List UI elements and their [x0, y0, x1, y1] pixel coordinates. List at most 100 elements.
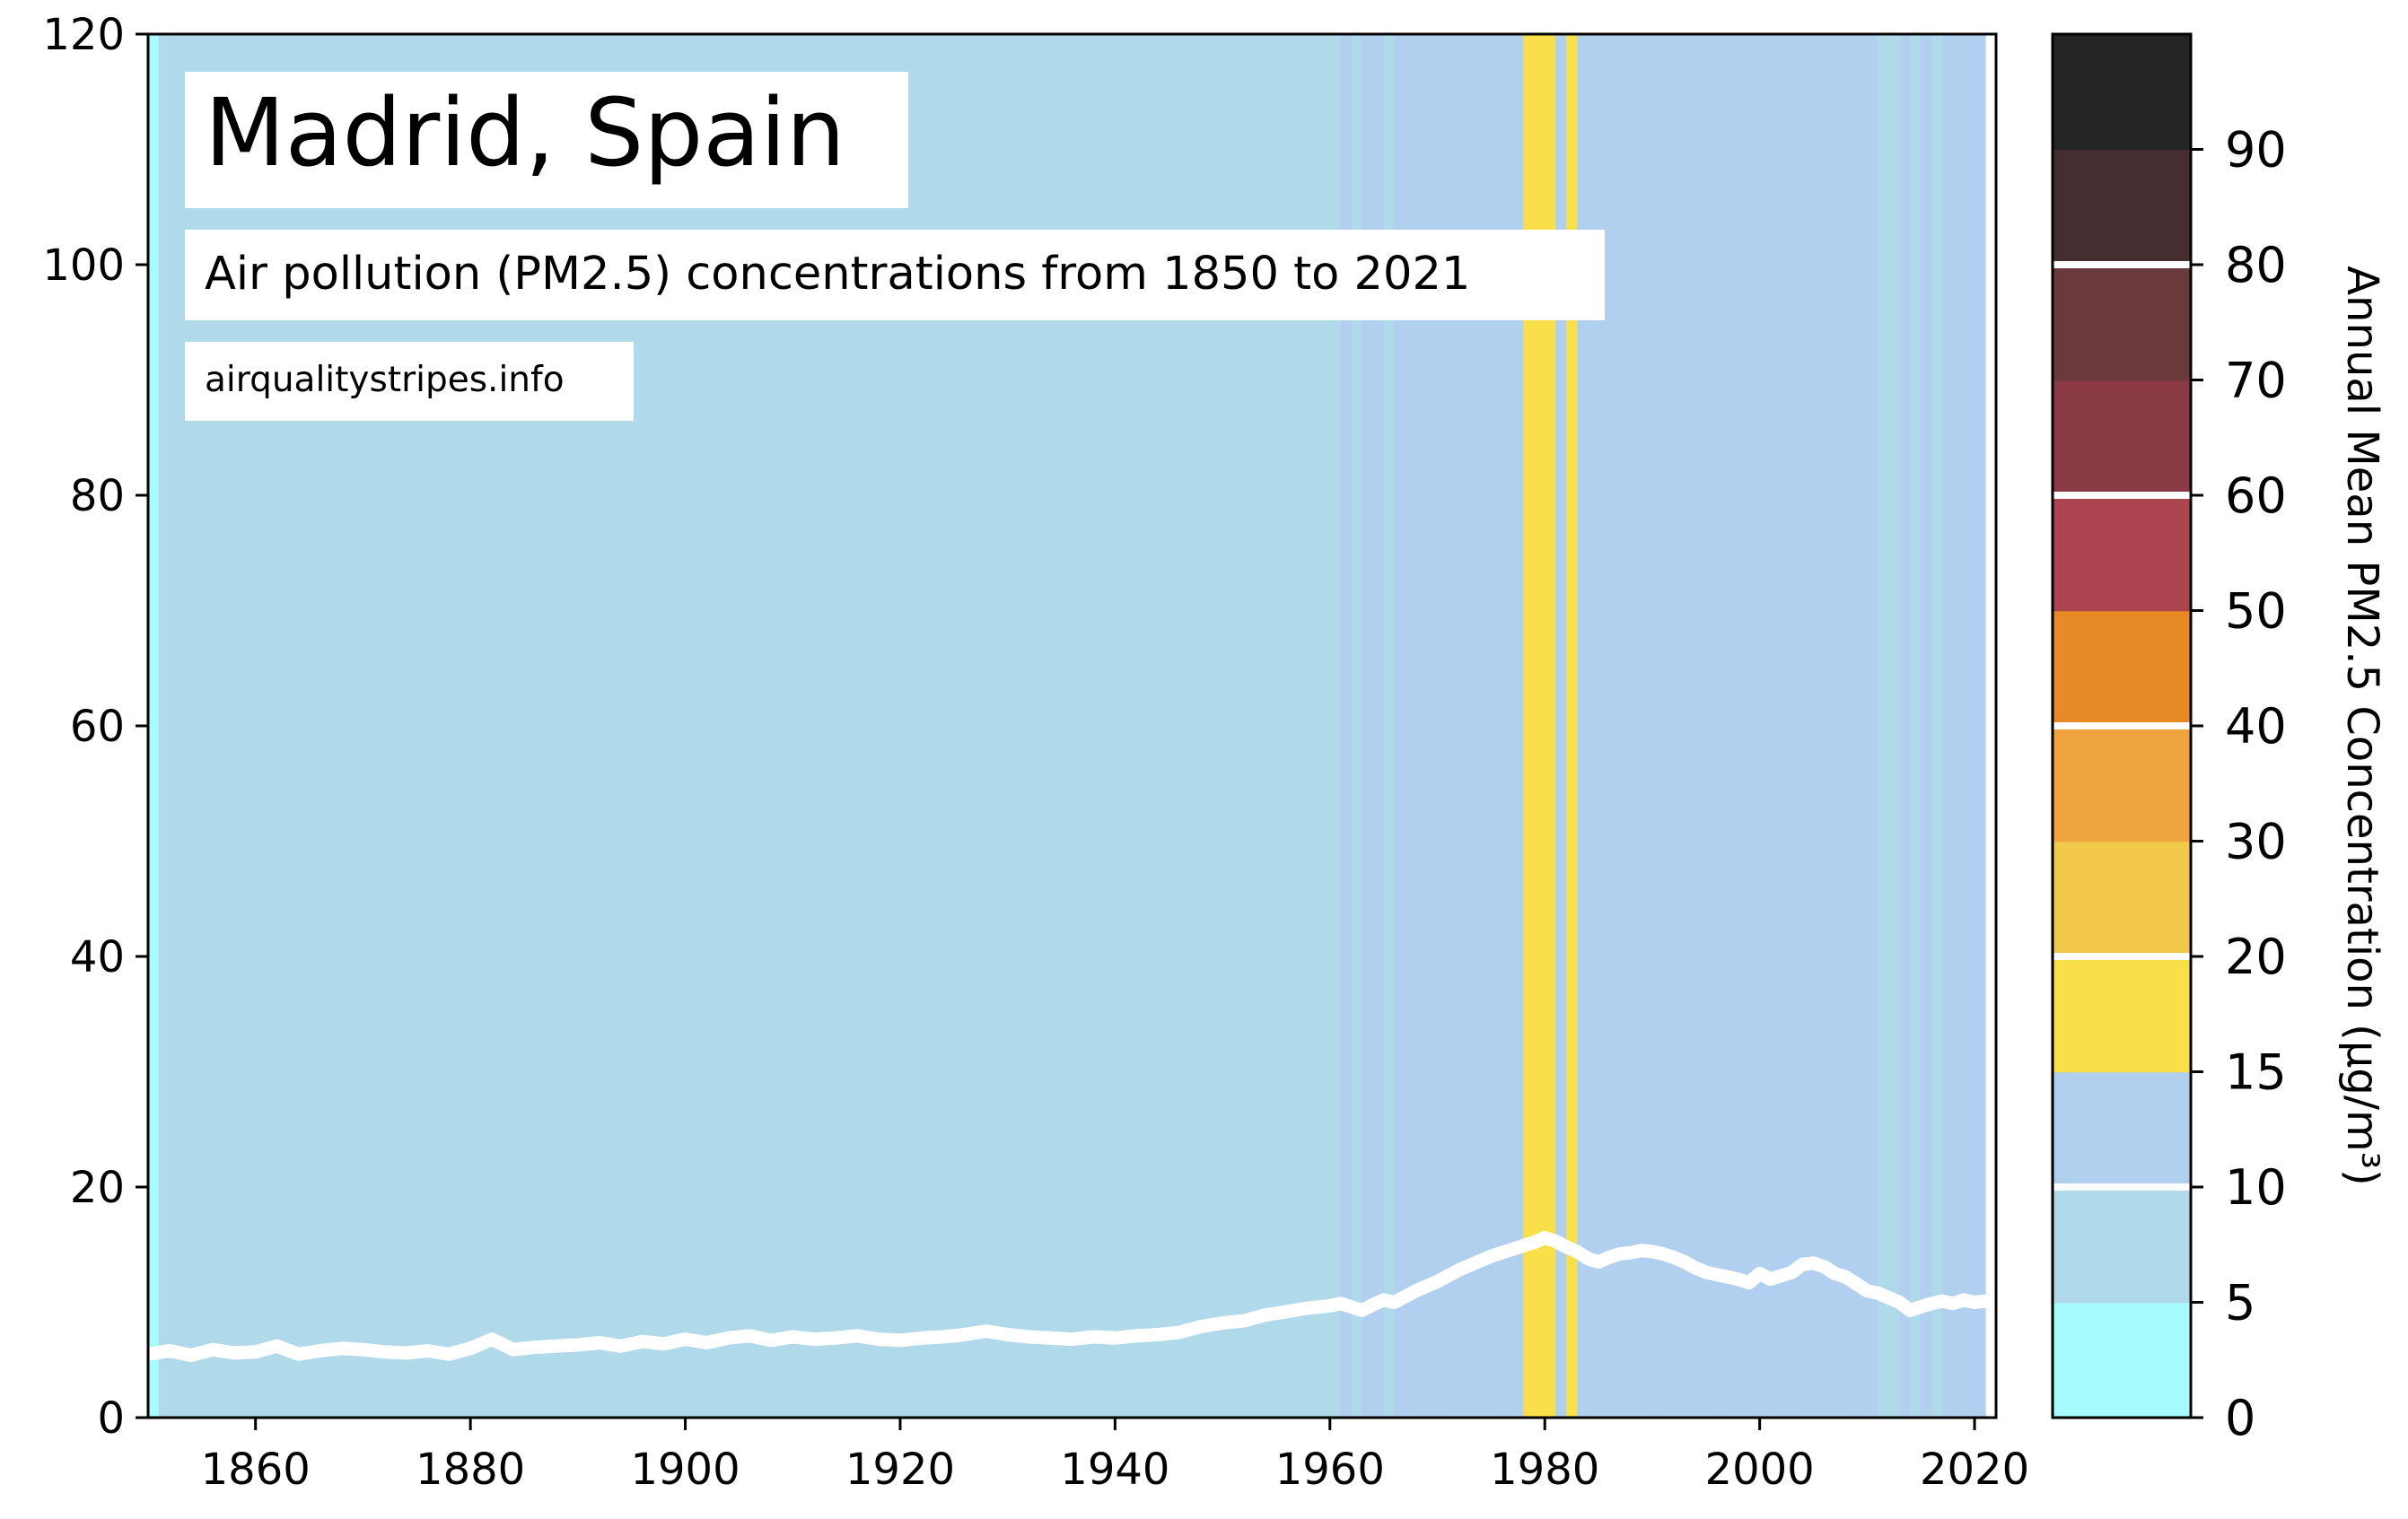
stripe-1916	[857, 34, 869, 1418]
colorbar-tick-label: 70	[2225, 353, 2287, 409]
stripe-1925	[953, 34, 966, 1418]
colorbar-band-10	[2053, 1071, 2191, 1188]
stripe-1957	[1297, 34, 1309, 1418]
colorbar-band-20	[2053, 841, 2191, 957]
source-label: airqualitystripes.info	[205, 360, 565, 400]
stripe-1947	[1190, 34, 1202, 1418]
stripe-1919	[889, 34, 901, 1418]
stripe-1943	[1147, 34, 1159, 1418]
stripe-1986	[1609, 34, 1621, 1418]
stripe-1852	[169, 34, 181, 1418]
stripe-1966	[1394, 34, 1406, 1418]
colorbar-tick-label: 20	[2225, 929, 2287, 985]
stripe-1904	[728, 34, 740, 1418]
stripe-1950	[1222, 34, 1234, 1418]
source-box: airqualitystripes.info	[185, 342, 634, 421]
stripe-1960	[1329, 34, 1342, 1418]
y-tick-label: 120	[42, 10, 125, 60]
stripe-1897	[652, 34, 665, 1418]
colorbar-band-60	[2053, 380, 2191, 496]
colorbar-band-15	[2053, 956, 2191, 1073]
stripe-1910	[792, 34, 804, 1418]
stripe-1964	[1372, 34, 1385, 1418]
stripe-2007	[1834, 34, 1847, 1418]
stripe-1993	[1684, 34, 1696, 1418]
stripe-2019	[1964, 34, 1975, 1418]
subtitle-box: Air pollution (PM2.5) concentrations fro…	[185, 230, 1605, 320]
stripe-2013	[1899, 34, 1911, 1418]
stripe-1935	[1061, 34, 1073, 1418]
stripe-1920	[899, 34, 912, 1418]
stripe-1931	[1018, 34, 1030, 1418]
stripe-1997	[1727, 34, 1739, 1418]
stripe-1955	[1275, 34, 1288, 1418]
stripe-2000	[1759, 34, 1772, 1418]
colorbar-band-80	[2053, 149, 2191, 266]
stripe-1851	[158, 34, 171, 1418]
stripe-1912	[814, 34, 826, 1418]
stripe-1998	[1738, 34, 1750, 1418]
stripe-1911	[803, 34, 815, 1418]
stripe-1936	[1072, 34, 1084, 1418]
stripe-1976	[1502, 34, 1513, 1418]
stripe-2009	[1856, 34, 1868, 1418]
title-box: Madrid, Spain	[185, 72, 908, 208]
stripe-1937	[1082, 34, 1095, 1418]
colorbar-band-50	[2053, 495, 2191, 612]
stripe-1995	[1705, 34, 1718, 1418]
stripe-1901	[696, 34, 708, 1418]
stripe-2011	[1878, 34, 1889, 1418]
colorbar-tick-label: 10	[2225, 1159, 2287, 1216]
stripe-2006	[1824, 34, 1836, 1418]
y-tick-label: 40	[70, 932, 125, 982]
x-tick-label: 2020	[1920, 1445, 2029, 1495]
stripe-1956	[1286, 34, 1299, 1418]
stripe-1902	[706, 34, 719, 1418]
stripe-1932	[1029, 34, 1041, 1418]
stripe-1922	[921, 34, 933, 1418]
y-tick-label: 100	[42, 240, 125, 291]
stripe-1949	[1212, 34, 1223, 1418]
stripe-1963	[1362, 34, 1374, 1418]
stripe-1933	[1039, 34, 1052, 1418]
stripe-1915	[846, 34, 858, 1418]
stripe-1899	[674, 34, 687, 1418]
colorbar-band-0	[2053, 1302, 2191, 1419]
stripe-1999	[1748, 34, 1761, 1418]
x-tick-label: 1940	[1060, 1445, 1169, 1495]
colorbar-band-5	[2053, 1187, 2191, 1304]
colorbar-band-40	[2053, 610, 2191, 727]
x-tick-label: 1980	[1490, 1445, 1599, 1495]
stripe-2012	[1888, 34, 1900, 1418]
stripe-2016	[1931, 34, 1943, 1418]
x-tick-label: 1860	[201, 1445, 311, 1495]
stripe-1977	[1512, 34, 1524, 1418]
stripe-2010	[1867, 34, 1878, 1418]
stripe-1948	[1201, 34, 1213, 1418]
x-tick-label: 1960	[1275, 1445, 1385, 1495]
stripe-1940	[1115, 34, 1126, 1418]
stripe-1914	[836, 34, 847, 1418]
colorbar-tick-label: 30	[2225, 814, 2287, 870]
stripe-1959	[1318, 34, 1331, 1418]
stripe-1969	[1426, 34, 1439, 1418]
colorbar-tick-label: 0	[2225, 1390, 2255, 1446]
colorbar-tick-label: 15	[2225, 1044, 2287, 1101]
stripe-1992	[1673, 34, 1686, 1418]
stripe-1927	[975, 34, 987, 1418]
stripe-2005	[1813, 34, 1826, 1418]
colorbar-tick-label: 60	[2225, 467, 2287, 524]
stripe-1979	[1534, 34, 1545, 1418]
stripe-1917	[868, 34, 880, 1418]
stripe-1978	[1523, 34, 1535, 1418]
stripe-1930	[1007, 34, 1020, 1418]
stripe-2015	[1921, 34, 1932, 1418]
stripe-1951	[1233, 34, 1245, 1418]
stripe-1905	[739, 34, 750, 1418]
stripe-1941	[1125, 34, 1137, 1418]
stripe-1954	[1265, 34, 1277, 1418]
y-tick-label: 0	[97, 1393, 125, 1444]
stripe-1934	[1050, 34, 1063, 1418]
chart-title: Madrid, Spain	[205, 78, 845, 188]
